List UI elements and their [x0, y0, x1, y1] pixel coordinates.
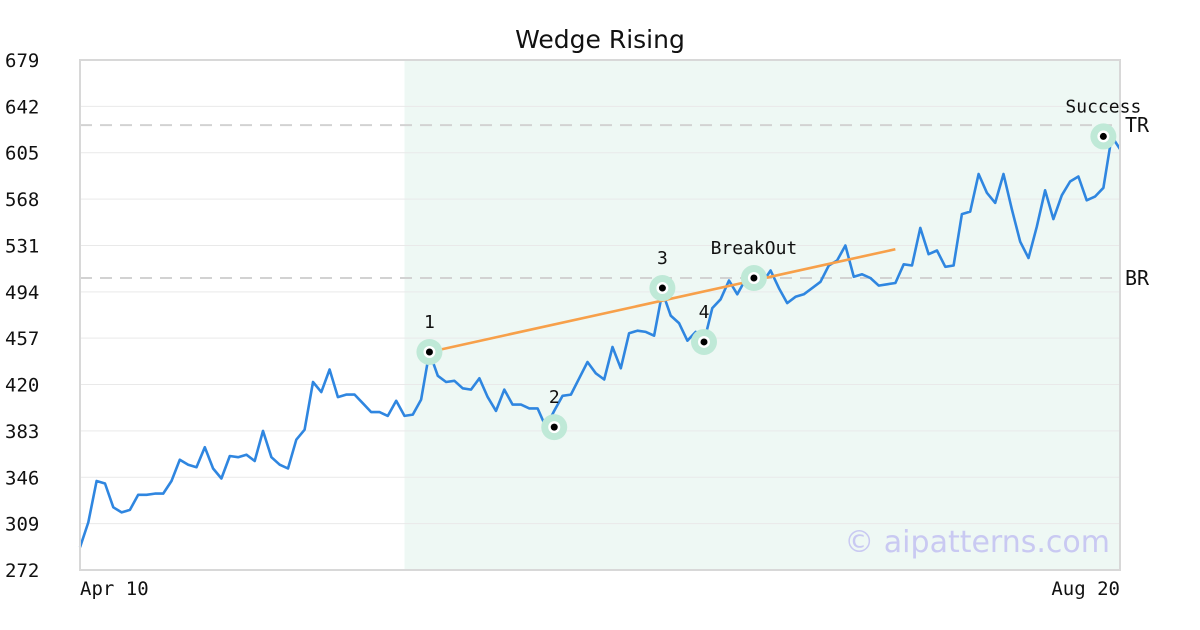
- pivot-label-3: 3: [657, 248, 668, 269]
- pivot-dot-2: [550, 423, 558, 431]
- y-tick-label: 642: [5, 96, 39, 118]
- pivot-dot-success: [1099, 132, 1107, 140]
- pivot-label-breakout: BreakOut: [711, 238, 798, 259]
- y-tick-label: 679: [5, 50, 39, 72]
- pattern-region-shade: [404, 60, 1121, 570]
- y-tick-label: 383: [5, 421, 39, 443]
- x-tick-label: Apr 10: [80, 578, 149, 600]
- y-tick-label: 531: [5, 235, 39, 257]
- y-tick-label: 309: [5, 514, 39, 536]
- pivot-dot-3: [658, 284, 666, 292]
- pivot-markers: 1 2 3 4 BreakOut Success: [416, 96, 1141, 441]
- pivot-label-success: Success: [1065, 96, 1141, 117]
- reference-label-br: BR: [1125, 266, 1150, 290]
- pivot-label-1: 1: [424, 312, 435, 333]
- chart-title: Wedge Rising: [515, 25, 685, 54]
- pivot-dot-breakout: [750, 274, 758, 282]
- watermark: © aipatterns.com: [844, 525, 1110, 560]
- pivot-dot-4: [700, 338, 708, 346]
- y-tick-label: 272: [5, 560, 39, 582]
- price-line: [78, 135, 1122, 548]
- pivot-label-4: 4: [699, 302, 710, 323]
- reference-lines: TR BR: [80, 113, 1150, 290]
- axes: 272 309 346 383 420 457 494 531 568 605 642 679 Apr …: [5, 50, 1121, 600]
- y-tick-label: 568: [5, 189, 39, 211]
- y-tick-label: 457: [5, 328, 39, 350]
- pivot-label-2: 2: [549, 387, 560, 408]
- y-tick-label: 494: [5, 282, 39, 304]
- y-tick-label: 346: [5, 467, 39, 489]
- y-tick-label: 605: [5, 143, 39, 165]
- y-tick-label: 420: [5, 375, 39, 397]
- plot-frame: [79, 59, 1121, 571]
- pivot-dot-1: [425, 348, 433, 356]
- plot-background: [80, 60, 1121, 570]
- x-tick-label: Aug 20: [1051, 578, 1120, 600]
- reference-label-tr: TR: [1125, 113, 1150, 137]
